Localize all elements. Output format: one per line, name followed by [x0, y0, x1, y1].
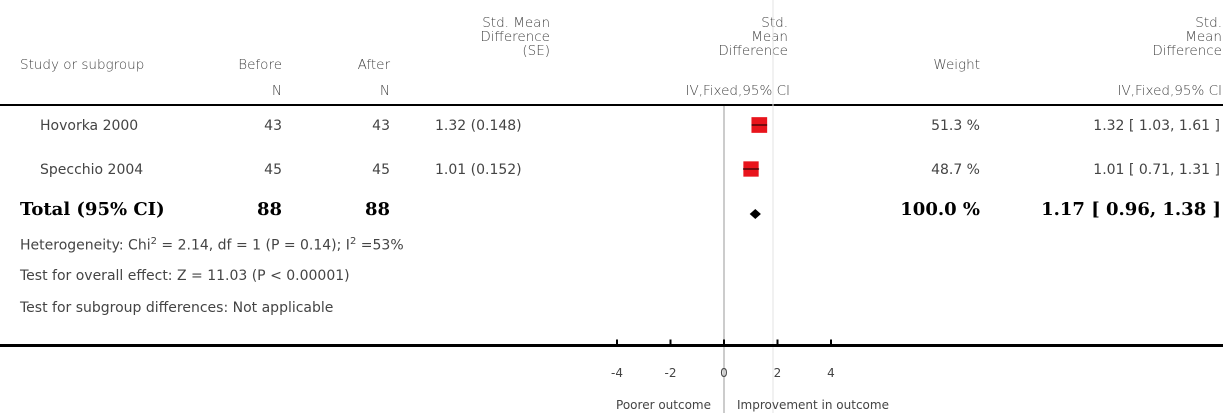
footer-rule	[0, 344, 1223, 347]
total-after: 88	[364, 199, 390, 220]
x-axis-tick-label: -2	[665, 366, 677, 380]
axis-right-label: Improvement in outcome	[737, 398, 889, 412]
header-smd-se-line3: (SE)	[522, 43, 550, 59]
x-axis-tick-label: -4	[611, 366, 623, 380]
header-n-before: N	[271, 83, 282, 99]
header-smd-se: Std. Mean Difference (SE)	[430, 16, 550, 58]
header-smd-se-line2: Difference	[480, 29, 550, 45]
header-before: Before	[238, 57, 282, 73]
study-ci-text: 1.32 [ 1.03, 1.61 ]	[1093, 118, 1220, 134]
study-marker	[743, 161, 759, 177]
header-after: After	[357, 57, 390, 73]
study-ci-text: 1.01 [ 0.71, 1.31 ]	[1093, 162, 1220, 178]
pooled-diamond	[749, 209, 761, 219]
x-axis-tick-label: 4	[827, 366, 835, 380]
heterogeneity-post: =53%	[356, 237, 404, 254]
study-before: 45	[264, 162, 282, 178]
header-result-line2: Mean	[1185, 29, 1222, 45]
total-weight: 100.0 %	[900, 199, 980, 220]
study-before: 43	[264, 118, 282, 134]
heterogeneity-note: Heterogeneity: Chi2 = 2.14, df = 1 (P = …	[20, 236, 404, 254]
study-after: 45	[372, 162, 390, 178]
header-plot-line3: Difference	[718, 43, 788, 59]
total-ci-text: 1.17 [ 0.96, 1.38 ]	[1041, 199, 1221, 220]
header-plot-line2: Mean	[751, 29, 788, 45]
header-plot-line1: Std.	[761, 15, 788, 31]
x-axis-tick-label: 0	[720, 366, 728, 380]
heterogeneity-sup2: 2	[349, 236, 357, 247]
total-before: 88	[256, 199, 282, 220]
x-axis-tick-label: 2	[774, 366, 782, 380]
heterogeneity-pre: Heterogeneity: Chi	[20, 237, 151, 254]
study-smd-se: 1.01 (0.152)	[435, 162, 522, 178]
study-name: Specchio 2004	[40, 162, 144, 178]
header-study: Study or subgroup	[20, 57, 145, 73]
header-method-result: IV,Fixed,95% CI	[1117, 83, 1223, 99]
study-name: Hovorka 2000	[40, 118, 139, 134]
heterogeneity-sup1: 2	[150, 236, 157, 247]
study-markers	[742, 117, 768, 177]
header-n-after: N	[379, 83, 390, 99]
study-smd-se: 1.32 (0.148)	[435, 118, 522, 134]
overall-effect-note: Test for overall effect: Z = 11.03 (P < …	[20, 268, 350, 284]
header-result-line3: Difference	[1152, 43, 1222, 59]
subgroup-note: Test for subgroup differences: Not appli…	[20, 300, 334, 316]
study-weight: 48.7 %	[931, 162, 980, 178]
header-smd-se-line1: Std. Mean	[482, 15, 550, 31]
heterogeneity-mid: = 2.14, df = 1 (P = 0.14); I	[156, 237, 350, 254]
axis-left-label: Poorer outcome	[616, 398, 711, 412]
header-rule	[0, 104, 1223, 106]
header-result-line1: Std.	[1195, 15, 1222, 31]
study-marker	[751, 117, 768, 133]
header-method-plot: IV,Fixed,95% CI	[685, 83, 791, 99]
total-label: Total (95% CI)	[20, 199, 165, 220]
header-result: Std. Mean Difference	[1100, 16, 1222, 58]
x-axis-tick-labels: -4 -2 0 2 4	[611, 366, 835, 380]
study-after: 43	[372, 118, 390, 134]
header-plot: Std. Mean Difference	[680, 16, 788, 58]
study-weight: 51.3 %	[931, 118, 980, 134]
header-weight: Weight	[933, 57, 980, 73]
